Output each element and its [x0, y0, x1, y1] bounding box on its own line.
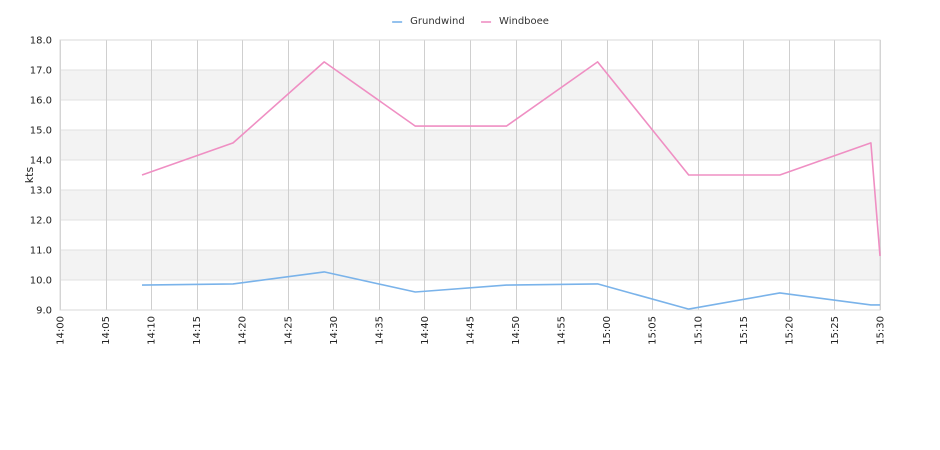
plot-frame [59, 39, 881, 311]
y-tick-label: 13.0 [30, 186, 52, 197]
x-tick-label: 15:10 [693, 316, 704, 345]
x-tick-label: 15:15 [739, 316, 750, 345]
x-tick-label: 15:20 [784, 316, 795, 345]
x-tick-label: 14:30 [329, 316, 340, 345]
x-tick-label: 14:00 [56, 316, 67, 345]
x-tick-label: 14:15 [192, 316, 203, 345]
legend-label-windboee: Windboee [499, 16, 549, 27]
y-tick-label: 17.0 [30, 66, 52, 77]
x-tick-label: 15:05 [648, 316, 659, 345]
y-axis-label: kts [23, 167, 36, 184]
y-tick-label: 11.0 [30, 246, 52, 257]
x-tick-label: 14:35 [374, 316, 385, 345]
y-tick-label: 9.0 [36, 306, 52, 317]
x-tick-label: 14:05 [101, 316, 112, 345]
x-tick-label: 15:30 [876, 316, 887, 345]
x-tick-label: 15:00 [602, 316, 613, 345]
x-tick-label: 14:20 [238, 316, 249, 345]
series-line-windboee [141, 61, 881, 257]
x-tick-label: 15:25 [830, 316, 841, 345]
x-tick-label: 14:10 [147, 316, 158, 345]
x-tick-label: 14:50 [511, 316, 522, 345]
y-tick-label: 18.0 [30, 36, 52, 47]
y-tick-label: 14.0 [30, 156, 52, 167]
x-tick-label: 14:40 [420, 316, 431, 345]
y-axis-ticks: 9.0 10.0 11.0 12.0 13.0 14.0 15.0 16.0 17.0 18.0 [30, 36, 52, 317]
legend: Grundwind Windboee [392, 16, 549, 27]
y-tick-label: 10.0 [30, 276, 52, 287]
y-tick-label: 15.0 [30, 126, 52, 137]
y-tick-label: 16.0 [30, 96, 52, 107]
x-tick-label: 14:25 [283, 316, 294, 345]
series-lines [141, 61, 881, 310]
legend-label-grundwind: Grundwind [410, 16, 465, 27]
x-tick-label: 14:45 [466, 316, 477, 345]
x-axis-ticks: 14:00 14:05 14:10 14:15 14:20 14:25 14:30 14:35… [56, 316, 887, 345]
y-tick-label: 12.0 [30, 216, 52, 227]
x-tick-label: 14:55 [557, 316, 568, 345]
series-line-grundwind [141, 271, 880, 310]
